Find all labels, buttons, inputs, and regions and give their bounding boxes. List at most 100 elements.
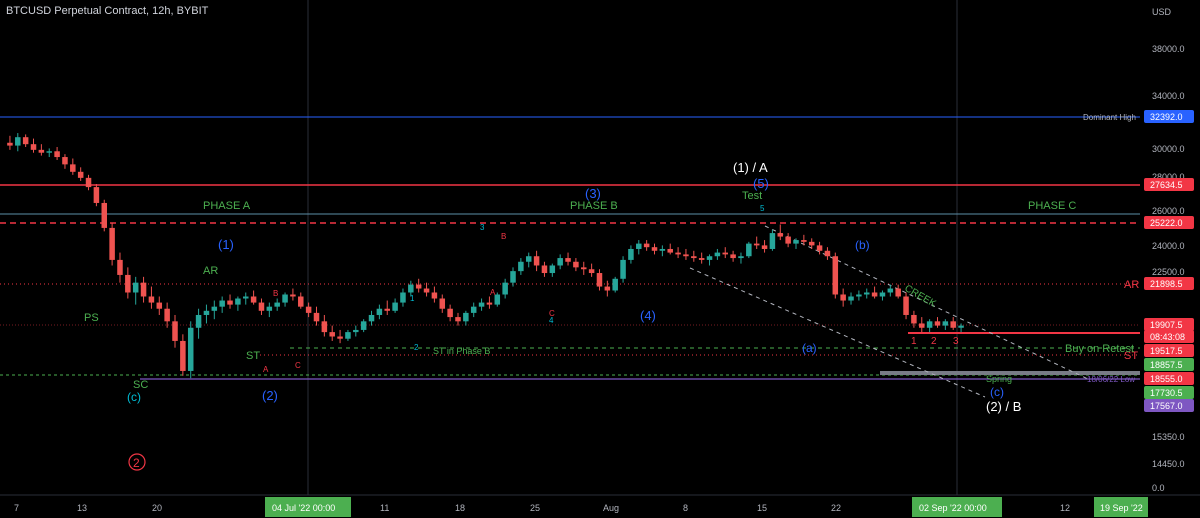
- phase-c-label: PHASE C: [1028, 200, 1076, 212]
- candle-body: [54, 151, 60, 158]
- price-tick: 34000.0: [1152, 91, 1185, 101]
- chart-title: BTCUSD Perpetual Contract, 12h, BYBIT: [6, 5, 209, 17]
- candle-body: [211, 306, 218, 311]
- candle-body: [250, 296, 257, 303]
- price-badge-label: 21898.5: [1150, 279, 1183, 289]
- candle-body: [187, 327, 194, 371]
- candle-body: [486, 302, 493, 305]
- candle-body: [305, 306, 312, 313]
- candle-body: [620, 259, 626, 279]
- price-badge-label: 25222.0: [1150, 218, 1183, 228]
- candle-body: [565, 258, 571, 262]
- price-tick: 38000.0: [1152, 44, 1185, 54]
- candle-body: [518, 261, 524, 272]
- candle-body: [753, 243, 760, 246]
- price-badge-label: 18857.5: [1150, 360, 1183, 370]
- candle-body: [706, 256, 713, 260]
- candle-body: [77, 171, 84, 178]
- price-badge-label: 19517.5: [1150, 346, 1183, 356]
- candle-body: [816, 245, 823, 251]
- price-axis[interactable]: USD 38000.0 34000.0 30000.0 28000.0 2600…: [1140, 0, 1200, 495]
- candle-body: [958, 325, 964, 328]
- price-badge-bg: [1144, 386, 1194, 399]
- small-1-right: 1: [911, 336, 917, 347]
- wave-b-label: (b): [855, 238, 870, 252]
- test-label: Test: [742, 190, 762, 202]
- price-badge-label: 27634.5: [1150, 180, 1183, 190]
- date-highlight: 19 Sep '22: [1100, 503, 1143, 513]
- candles-group: [7, 133, 964, 379]
- candle-body: [525, 256, 532, 262]
- candle-body: [415, 284, 422, 289]
- st-left-label: ST: [246, 350, 260, 362]
- candle-body: [643, 243, 650, 248]
- candle-body: [282, 294, 288, 303]
- wave-c-left-label: (c): [127, 390, 141, 404]
- candle-body: [691, 256, 697, 259]
- spring-label: Spring: [986, 374, 1012, 384]
- dominant-high-label: Dominant High: [1083, 113, 1136, 122]
- candle-body: [463, 312, 469, 322]
- date-tick: 15: [757, 503, 767, 513]
- candle-body: [345, 332, 351, 339]
- wave-4-label: (4): [640, 308, 656, 323]
- small-1: 1: [410, 294, 415, 303]
- price-tick: 22500.0: [1152, 267, 1185, 277]
- candle-body: [510, 271, 516, 283]
- small-a: A: [490, 288, 496, 297]
- price-tick: 28000.0: [1152, 172, 1185, 182]
- price-badge-bg: [1144, 344, 1194, 357]
- small-b-left: B: [273, 289, 278, 298]
- date-tick: 20: [152, 503, 162, 513]
- candle-body: [109, 227, 115, 260]
- price-tick: 24000.0: [1152, 241, 1185, 251]
- candle-body: [164, 308, 170, 322]
- candle-body: [541, 265, 548, 274]
- small-5: 5: [760, 204, 765, 213]
- candle-body: [70, 164, 76, 172]
- candle-body: [502, 282, 508, 295]
- candle-body: [470, 306, 477, 313]
- phase-b-label: PHASE B: [570, 200, 618, 212]
- candle-body: [557, 258, 563, 266]
- candle-body: [392, 302, 398, 311]
- price-badge-label: 17730.5: [1150, 388, 1183, 398]
- candle-body: [298, 296, 304, 307]
- candle-body: [596, 273, 603, 287]
- candle-body: [7, 142, 13, 146]
- candle-body: [400, 292, 406, 303]
- small-c-left: C: [295, 361, 301, 370]
- candle-body: [22, 137, 29, 145]
- candle-body: [581, 267, 587, 270]
- candle-body: [329, 332, 335, 337]
- candle-body: [533, 256, 540, 266]
- candle-body: [926, 321, 933, 328]
- candle-body: [824, 250, 831, 257]
- date-tick: 11: [380, 503, 389, 513]
- candle-body: [101, 202, 108, 228]
- date-tick: Aug: [603, 503, 619, 513]
- candle-body: [132, 282, 139, 293]
- candle-body: [746, 243, 752, 257]
- small-3: 3: [480, 223, 485, 232]
- candle-body: [911, 314, 917, 324]
- candle-body: [683, 254, 689, 257]
- candle-body: [242, 296, 249, 299]
- small-4: 4: [549, 316, 554, 325]
- price-badge-bg: [1144, 110, 1194, 123]
- price-badge-label: 17567.0: [1150, 401, 1183, 411]
- candle-body: [903, 296, 909, 315]
- candle-body: [219, 300, 225, 307]
- price-badge-label: 19907.5: [1150, 320, 1183, 330]
- candle-body: [769, 233, 776, 249]
- candle-body: [573, 261, 579, 268]
- small-3-right: 3: [953, 336, 959, 347]
- price-axis-currency: USD: [1152, 7, 1172, 17]
- candle-body: [203, 310, 210, 315]
- date-axis[interactable]: 7 13 20 11 18 25 Aug 8 15 22 12 04 Jul '…: [0, 494, 1200, 517]
- wave-c-right-label: (c): [990, 385, 1004, 399]
- wave-a-label: (a): [802, 341, 817, 355]
- candle-body: [887, 288, 894, 293]
- wave-3-label: (3): [585, 186, 601, 201]
